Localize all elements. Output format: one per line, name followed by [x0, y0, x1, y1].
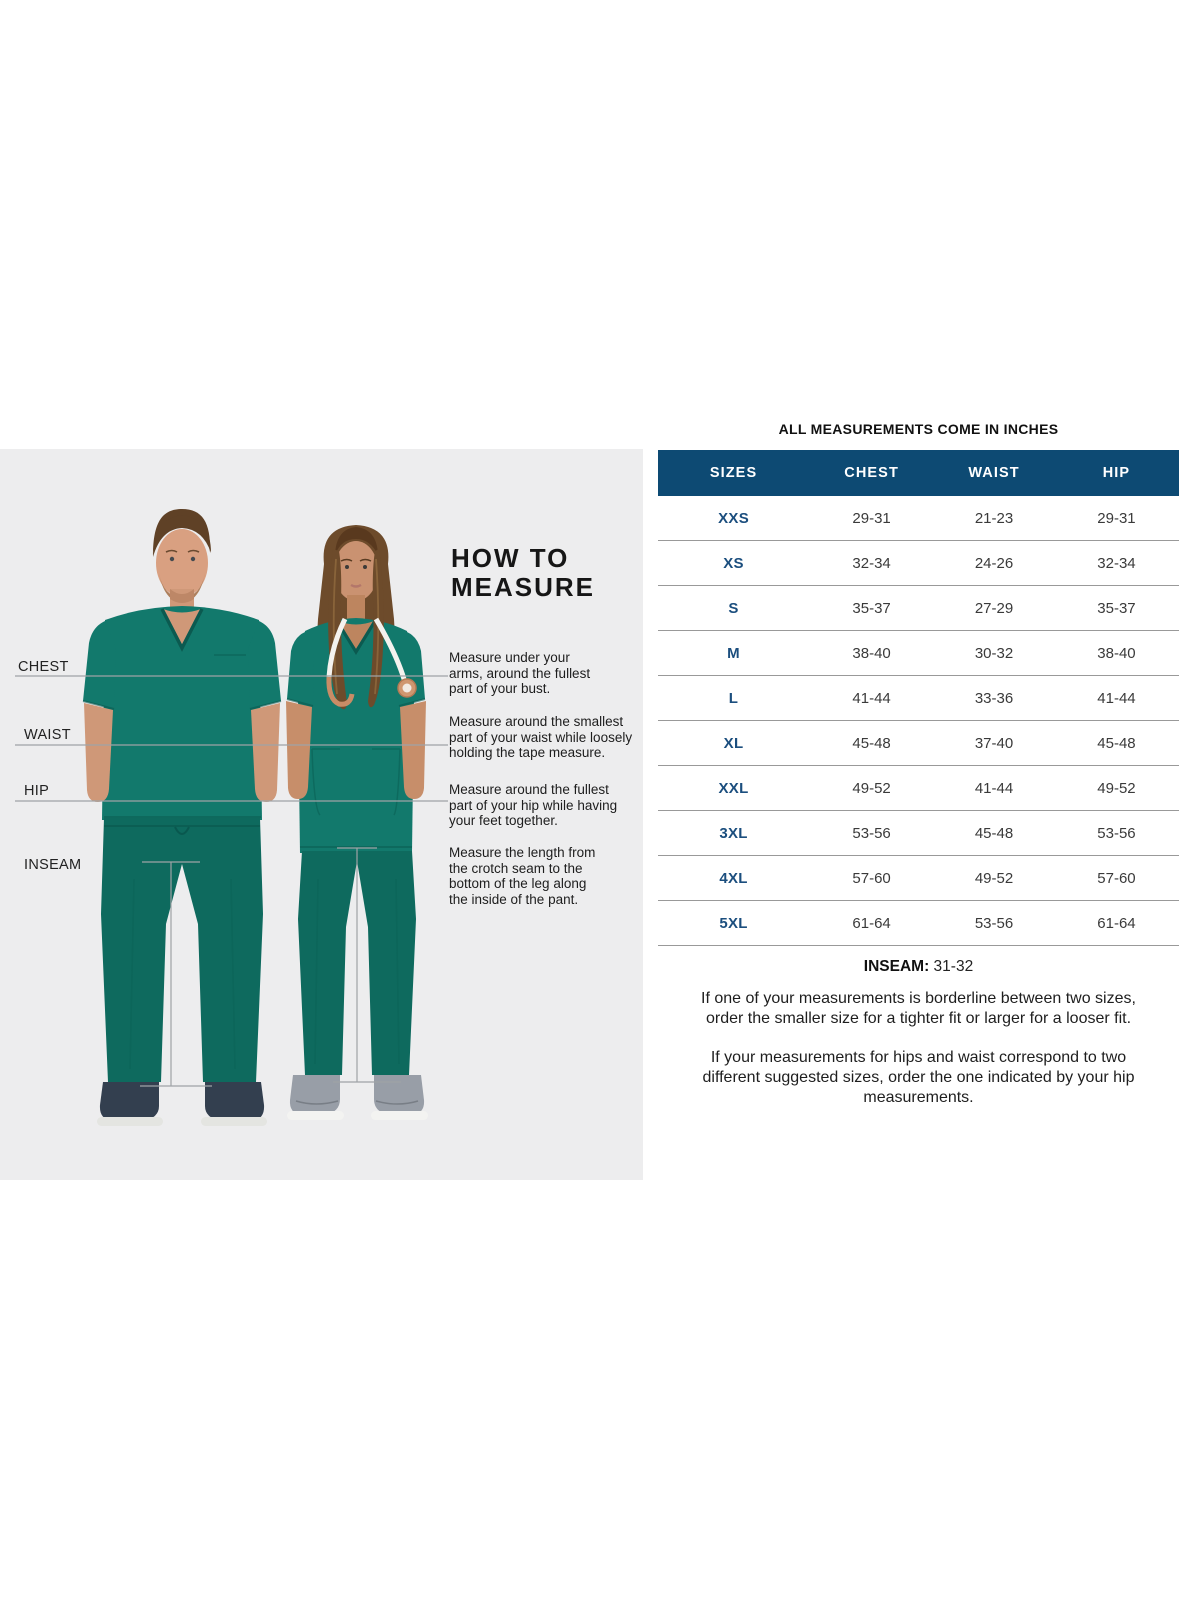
hip-waist-note: If your measurements for hips and waist … — [702, 1049, 1135, 1106]
how-to-measure-title: HOW TO MEASURE — [451, 543, 596, 602]
waist-instruction: Measure around the smallest part of your… — [449, 714, 633, 761]
size-cell: XS — [658, 540, 810, 586]
table-row: XS 32-34 24-26 32-34 — [658, 540, 1179, 586]
size-cell: S — [658, 585, 810, 631]
chest-value-cell: 49-52 — [809, 765, 935, 811]
table-row: XL 45-48 37-40 45-48 — [658, 720, 1179, 766]
waist-value-cell: 53-56 — [934, 900, 1054, 946]
models-photo — [15, 509, 448, 1126]
hip-value-cell: 29-31 — [1053, 496, 1179, 541]
inseam-note-value: 31-32 — [933, 958, 974, 975]
waist-value-cell: 41-44 — [934, 765, 1054, 811]
size-cell: XXL — [658, 765, 810, 811]
chest-label: CHEST — [18, 659, 69, 675]
size-table: SIZES CHEST WAIST HIP XXS 29-31 21-23 29-31… — [658, 450, 1179, 946]
size-cell: M — [658, 630, 810, 676]
size-table-body: XXS 29-31 21-23 29-31 XS 32-34 24-26 32-34 S 35-3… — [658, 496, 1179, 946]
inseam-bracket-man — [140, 861, 212, 1087]
chest-value-cell: 38-40 — [809, 630, 935, 676]
hip-value-cell: 38-40 — [1053, 630, 1179, 676]
chest-value-cell: 45-48 — [809, 720, 935, 766]
waist-value-cell: 45-48 — [934, 810, 1054, 856]
inseam-instruction: Measure the length from the crotch seam … — [449, 845, 596, 907]
size-cell: 5XL — [658, 900, 810, 946]
chest-value-cell: 57-60 — [809, 855, 935, 901]
chest-value-cell: 61-64 — [809, 900, 935, 946]
woman-figure — [286, 525, 428, 1120]
size-chart-section: ALL MEASUREMENTS COME IN INCHES SIZES CH… — [658, 420, 1179, 1108]
how-to-measure-panel: CHEST WAIST HIP INSEAM HOW TO MEASURE Me… — [0, 449, 643, 1180]
inseam-note-label: INSEAM: — [863, 958, 930, 975]
col-header-hip: HIP — [1053, 450, 1179, 496]
chest-value-cell: 41-44 — [809, 675, 935, 721]
hip-value-cell: 49-52 — [1053, 765, 1179, 811]
table-row: L 41-44 33-36 41-44 — [658, 675, 1179, 721]
size-cell: 4XL — [658, 855, 810, 901]
stethoscope-icon — [326, 617, 417, 707]
table-row: XXS 29-31 21-23 29-31 — [658, 496, 1179, 541]
measurement-lines — [15, 675, 448, 1087]
size-cell: L — [658, 675, 810, 721]
table-row: M 38-40 30-32 38-40 — [658, 630, 1179, 676]
waist-value-cell: 30-32 — [934, 630, 1054, 676]
waist-value-cell: 27-29 — [934, 585, 1054, 631]
hip-value-cell: 53-56 — [1053, 810, 1179, 856]
hip-label: HIP — [24, 783, 50, 799]
waist-value-cell: 37-40 — [934, 720, 1054, 766]
waist-value-cell: 49-52 — [934, 855, 1054, 901]
size-cell: XXS — [658, 496, 810, 541]
size-table-header: SIZES CHEST WAIST HIP — [658, 450, 1179, 496]
borderline-size-note: If one of your measurements is borderlin… — [701, 990, 1136, 1027]
col-header-chest: CHEST — [809, 450, 935, 496]
chest-value-cell: 29-31 — [809, 496, 935, 541]
chest-value-cell: 53-56 — [809, 810, 935, 856]
inseam-note: INSEAM: 31-32 — [658, 958, 1179, 976]
col-header-waist: WAIST — [934, 450, 1054, 496]
waist-value-cell: 33-36 — [934, 675, 1054, 721]
hip-value-cell: 41-44 — [1053, 675, 1179, 721]
hip-value-cell: 57-60 — [1053, 855, 1179, 901]
table-row: 4XL 57-60 49-52 57-60 — [658, 855, 1179, 901]
table-row: XXL 49-52 41-44 49-52 — [658, 765, 1179, 811]
waist-value-cell: 24-26 — [934, 540, 1054, 586]
chest-value-cell: 35-37 — [809, 585, 935, 631]
man-figure — [82, 509, 282, 1126]
hip-value-cell: 35-37 — [1053, 585, 1179, 631]
table-row: 3XL 53-56 45-48 53-56 — [658, 810, 1179, 856]
table-row: S 35-37 27-29 35-37 — [658, 585, 1179, 631]
waist-label: WAIST — [24, 727, 71, 743]
chest-instruction: Measure under your arms, around the full… — [449, 650, 591, 697]
hip-instruction: Measure around the fullest part of your … — [449, 782, 618, 829]
col-header-sizes: SIZES — [658, 450, 810, 496]
size-cell: 3XL — [658, 810, 810, 856]
waist-value-cell: 21-23 — [934, 496, 1054, 541]
hip-value-cell: 45-48 — [1053, 720, 1179, 766]
table-row: 5XL 61-64 53-56 61-64 — [658, 900, 1179, 946]
chest-value-cell: 32-34 — [809, 540, 935, 586]
inseam-label: INSEAM — [24, 857, 82, 873]
inseam-bracket-woman — [333, 847, 401, 1083]
hip-value-cell: 32-34 — [1053, 540, 1179, 586]
size-chart-title: ALL MEASUREMENTS COME IN INCHES — [778, 421, 1059, 437]
size-cell: XL — [658, 720, 810, 766]
hip-value-cell: 61-64 — [1053, 900, 1179, 946]
